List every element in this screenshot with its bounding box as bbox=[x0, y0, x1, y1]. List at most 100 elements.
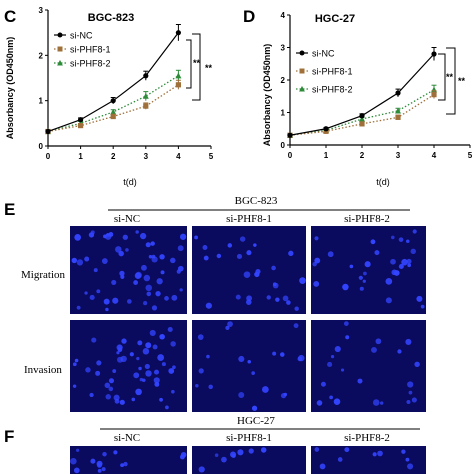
cell-nucleus bbox=[136, 356, 140, 361]
cell-nucleus bbox=[103, 298, 110, 305]
cell-nucleus bbox=[137, 340, 143, 346]
cell-nucleus bbox=[89, 294, 95, 300]
cell-nucleus bbox=[406, 258, 412, 264]
column-label-e-nc: si-NC bbox=[114, 213, 140, 225]
row-label-invasion: Invasion bbox=[24, 364, 62, 376]
cell-nucleus bbox=[374, 250, 380, 256]
cell-nucleus bbox=[407, 381, 414, 388]
cell-nucleus bbox=[167, 326, 173, 333]
data-point-d-0 bbox=[359, 113, 365, 119]
panel-letter-d: D bbox=[243, 7, 255, 26]
cell-nucleus bbox=[179, 288, 183, 292]
cell-nucleus bbox=[246, 250, 252, 256]
legend-marker-c-2 bbox=[57, 59, 63, 66]
panel-letter-c: C bbox=[4, 7, 16, 26]
cell-nucleus bbox=[407, 263, 412, 268]
cell-nucleus bbox=[327, 251, 334, 258]
cell-nucleus bbox=[414, 361, 420, 368]
series-line-d-2 bbox=[289, 89, 435, 136]
chart-title-d: HGC-27 bbox=[315, 13, 355, 25]
cell-nucleus bbox=[74, 234, 82, 241]
cell-nucleus bbox=[253, 243, 257, 247]
cell-nucleus bbox=[152, 344, 158, 350]
cell-nucleus bbox=[261, 386, 269, 393]
x-tick-label-c: 2 bbox=[111, 152, 116, 161]
cell-nucleus bbox=[164, 296, 169, 301]
significance-bracket-c1 bbox=[186, 39, 192, 89]
micrograph-f-si-nc bbox=[70, 446, 187, 474]
cell-nucleus bbox=[90, 458, 96, 464]
cell-nucleus bbox=[133, 280, 139, 285]
cell-nucleus bbox=[254, 271, 260, 278]
cell-nucleus bbox=[106, 233, 110, 237]
y-tick-label-d: 1 bbox=[281, 109, 286, 118]
cell-nucleus bbox=[101, 467, 106, 472]
cell-nucleus bbox=[205, 302, 212, 309]
cell-nucleus bbox=[149, 329, 156, 336]
cell-nucleus bbox=[286, 300, 291, 305]
data-point-c-0 bbox=[78, 117, 84, 123]
column-label-e-phf8-1: si-PHF8-1 bbox=[226, 213, 272, 225]
cell-nucleus bbox=[206, 354, 210, 359]
data-point-c-2 bbox=[110, 108, 117, 115]
x-tick-label-c: 1 bbox=[78, 152, 83, 161]
cell-nucleus bbox=[227, 243, 233, 248]
cell-nucleus bbox=[372, 399, 380, 406]
cell-nucleus bbox=[221, 456, 227, 463]
cell-nucleus bbox=[314, 257, 321, 264]
legend-marker-d-0 bbox=[299, 50, 305, 56]
cell-nucleus bbox=[390, 235, 395, 240]
panel-e: E BGC-823 si-NC si-PHF8-1 si-PHF8-2 Migr… bbox=[4, 195, 426, 412]
cell-nucleus bbox=[420, 304, 425, 309]
micrographs-e bbox=[70, 226, 426, 412]
cell-nucleus bbox=[76, 448, 80, 452]
cell-nucleus bbox=[84, 291, 88, 295]
cell-nucleus bbox=[96, 289, 101, 294]
cell-nucleus bbox=[288, 250, 294, 257]
cell-nucleus bbox=[140, 264, 147, 271]
cell-nucleus bbox=[157, 354, 165, 361]
panel-d: D HGC-27 Absorbancy (OD450nm) t(d) 0 1 2 3 4… bbox=[243, 7, 473, 187]
cell-nucleus bbox=[271, 265, 276, 271]
x-axis-label-d: t(d) bbox=[376, 177, 390, 187]
cell-nucleus bbox=[405, 457, 410, 462]
x-tick-label-c: 3 bbox=[144, 152, 149, 161]
cell-nucleus bbox=[101, 258, 108, 264]
cell-nucleus bbox=[155, 290, 161, 297]
cell-nucleus bbox=[70, 457, 77, 465]
data-point-d-1 bbox=[359, 121, 365, 127]
micrograph-migration-si-nc bbox=[70, 226, 187, 314]
cell-nucleus bbox=[71, 257, 78, 264]
cell-nucleus bbox=[116, 356, 124, 363]
significance-bracket-d2 bbox=[446, 47, 456, 115]
cell-nucleus bbox=[412, 229, 417, 234]
micrograph-f-si-phf8-1 bbox=[192, 446, 306, 474]
cell-nucleus bbox=[406, 399, 411, 405]
cell-nucleus bbox=[135, 230, 139, 234]
cell-nucleus bbox=[112, 297, 119, 304]
x-tick-label-d: 5 bbox=[468, 151, 473, 160]
cell-nucleus bbox=[227, 321, 233, 327]
legend-label-c-0: si-NC bbox=[70, 31, 93, 41]
cell-nucleus bbox=[334, 345, 341, 353]
cell-nucleus bbox=[314, 236, 319, 241]
legend-marker-c-1 bbox=[57, 46, 63, 52]
panel-c: C BGC-823 Absorbancy (OD450nm) t(d) 0 1 2 3… bbox=[4, 6, 214, 187]
cell-nucleus bbox=[216, 253, 222, 259]
cell-nucleus bbox=[179, 454, 185, 460]
cell-nucleus bbox=[112, 369, 117, 373]
cell-nucleus bbox=[237, 449, 244, 456]
cell-nucleus bbox=[298, 354, 305, 362]
cell-nucleus bbox=[393, 270, 400, 276]
cell-nucleus bbox=[230, 451, 237, 458]
cell-nucleus bbox=[177, 245, 184, 252]
cell-nucleus bbox=[398, 263, 404, 270]
significance-label-c2: ** bbox=[205, 63, 213, 73]
panel-letter-e: E bbox=[4, 200, 15, 219]
cell-nucleus bbox=[272, 282, 279, 289]
cell-nucleus bbox=[313, 280, 320, 287]
cell-nucleus bbox=[398, 237, 404, 242]
cell-nucleus bbox=[208, 384, 213, 390]
y-tick-label-c: 3 bbox=[39, 6, 44, 15]
cell-nucleus bbox=[121, 338, 127, 344]
